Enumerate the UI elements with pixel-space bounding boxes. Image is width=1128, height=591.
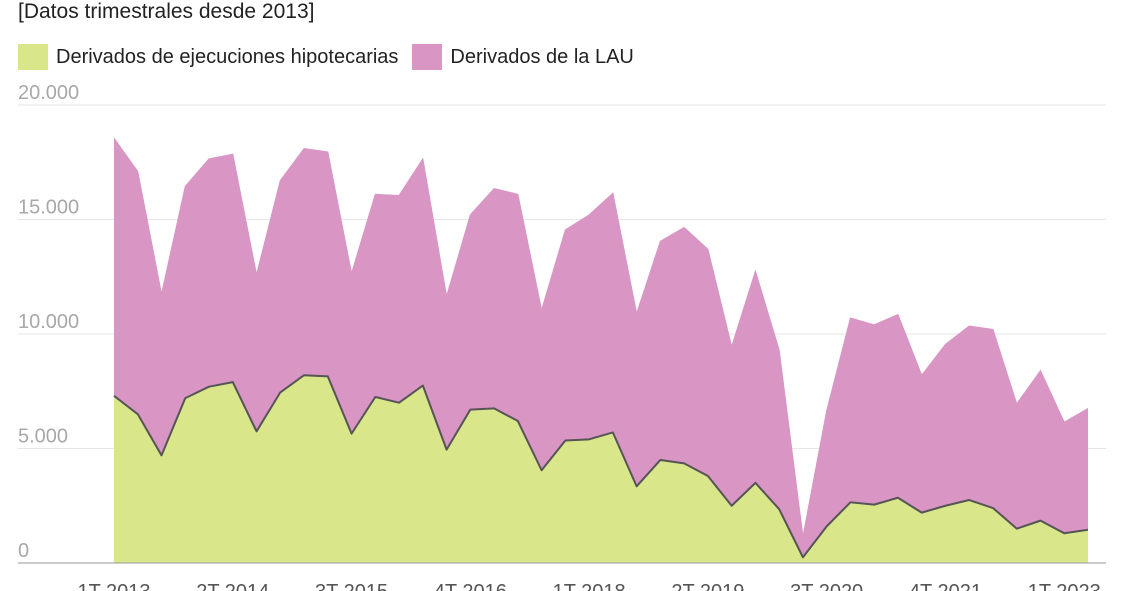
chart-subtitle: [Datos trimestrales desde 2013] bbox=[18, 0, 315, 23]
x-tick-label: 3T 2015 bbox=[315, 581, 388, 591]
legend-item-foreclosures: Derivados de ejecuciones hipotecarias bbox=[18, 44, 398, 70]
y-tick-label: 20.000 bbox=[18, 82, 79, 104]
legend-item-lau: Derivados de la LAU bbox=[412, 44, 634, 70]
x-tick-label: 1T 2023 bbox=[1028, 581, 1101, 591]
x-tick-label: 4T 2016 bbox=[434, 581, 507, 591]
area-series-lau bbox=[114, 138, 1088, 558]
legend-label-lau: Derivados de la LAU bbox=[450, 45, 634, 68]
y-tick-label: 10.000 bbox=[18, 311, 79, 333]
legend-label-foreclosures: Derivados de ejecuciones hipotecarias bbox=[56, 45, 399, 68]
chart-legend: Derivados de ejecuciones hipotecarias De… bbox=[18, 44, 648, 70]
x-tick-label: 1T 2013 bbox=[77, 581, 150, 591]
area-series-foreclosures bbox=[114, 375, 1088, 563]
x-tick-label: 2T 2014 bbox=[196, 581, 269, 591]
line-series-lau-top bbox=[113, 137, 1089, 537]
x-tick-label: 2T 2019 bbox=[671, 581, 744, 591]
y-tick-label: 0 bbox=[18, 540, 29, 562]
x-tick-label: 4T 2021 bbox=[909, 581, 982, 591]
legend-swatch-foreclosures bbox=[18, 44, 48, 70]
line-series-foreclosures bbox=[113, 374, 1089, 559]
x-tick-label: 1T 2018 bbox=[553, 581, 626, 591]
y-tick-label: 5.000 bbox=[18, 426, 68, 448]
y-tick-label: 15.000 bbox=[18, 197, 79, 219]
legend-swatch-lau bbox=[412, 44, 443, 70]
x-tick-label: 3T 2020 bbox=[790, 581, 863, 591]
